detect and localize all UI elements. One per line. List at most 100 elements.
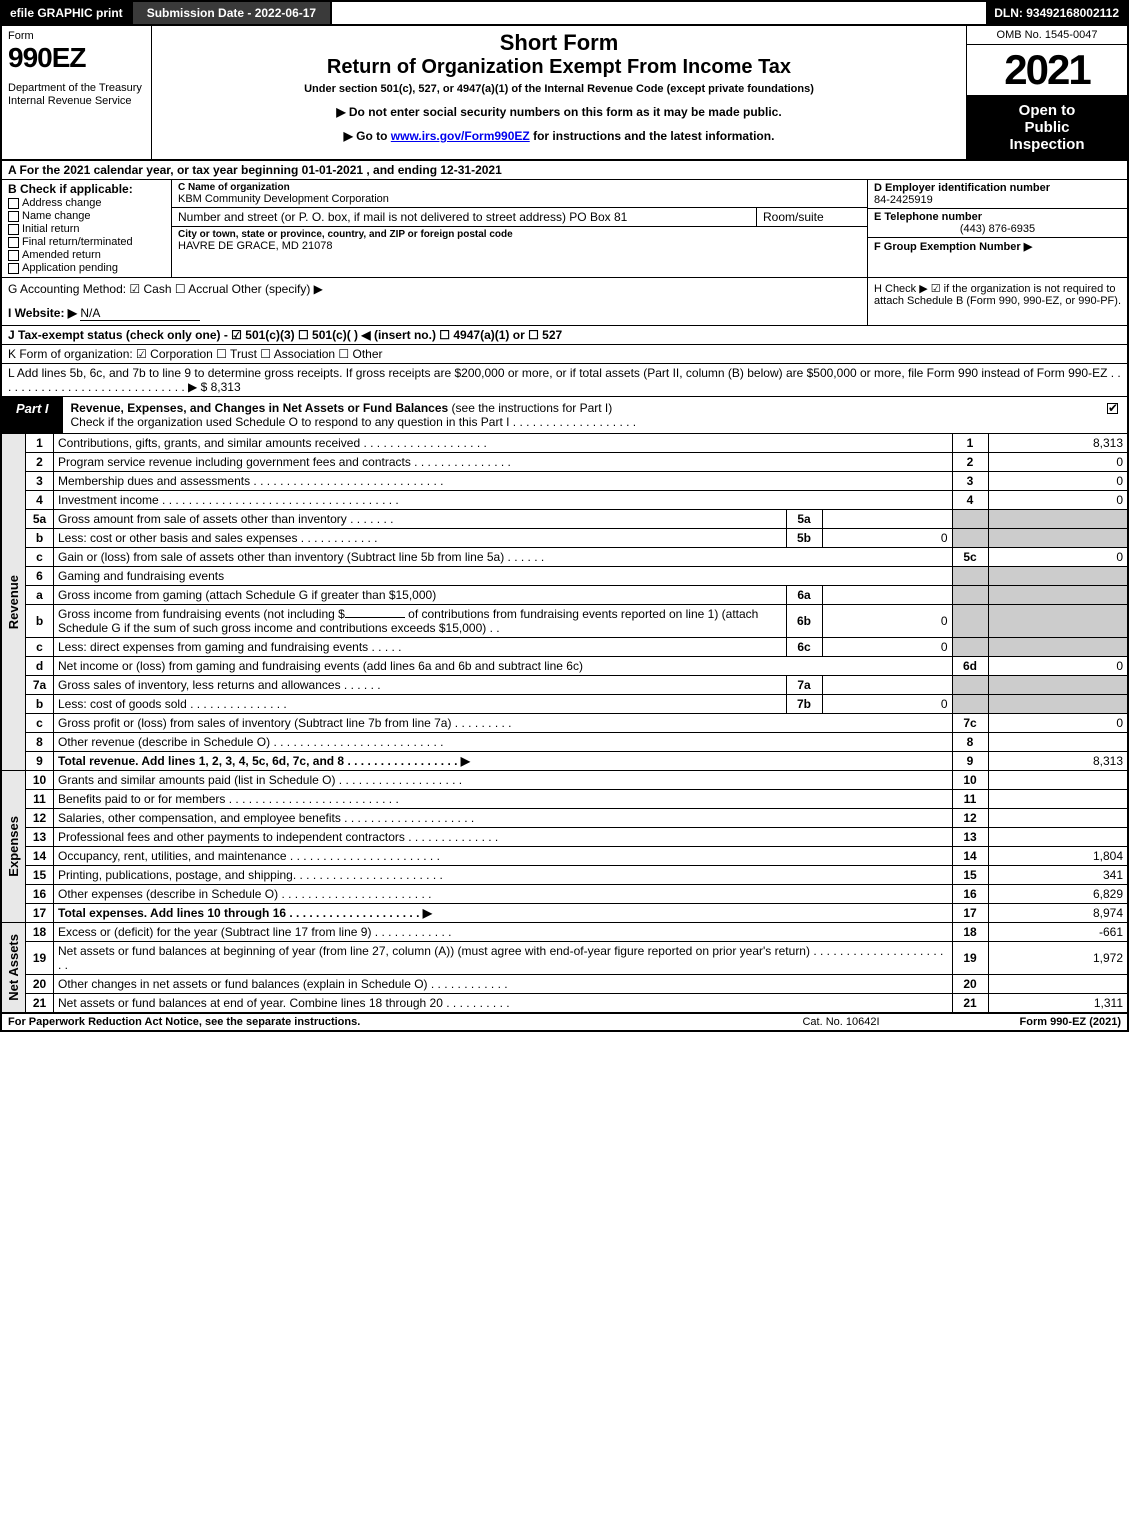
desc-20: Other changes in net assets or fund bala… [54,975,953,994]
rn-17: 17 [26,904,54,923]
rn-5c: c [26,548,54,567]
val-15: 341 [988,866,1128,885]
rn-6c: c [26,638,54,657]
num-11: 11 [952,790,988,809]
row-6c: c Less: direct expenses from gaming and … [1,638,1128,657]
dln-label: DLN: 93492168002112 [986,2,1127,24]
rn-20: 20 [26,975,54,994]
desc-4: Investment income . . . . . . . . . . . … [54,491,953,510]
c-street-value: PO Box 81 [569,210,627,224]
desc-12: Salaries, other compensation, and employ… [54,809,953,828]
footer-left: For Paperwork Reduction Act Notice, see … [8,1016,741,1028]
row-11: 11 Benefits paid to or for members . . .… [1,790,1128,809]
footer-mid: Cat. No. 10642I [741,1016,941,1028]
side-revenue: Revenue [1,434,26,771]
rn-7c: c [26,714,54,733]
subval-6c: 0 [822,638,952,657]
h-block: H Check ▶ ☑ if the organization is not r… [867,278,1127,325]
row-5b: b Less: cost or other basis and sales ex… [1,529,1128,548]
num-7b-grey [952,695,988,714]
row-6d: d Net income or (loss) from gaming and f… [1,657,1128,676]
row-15: 15 Printing, publications, postage, and … [1,866,1128,885]
part1-header: Part I Revenue, Expenses, and Changes in… [0,397,1129,434]
desc-21: Net assets or fund balances at end of ye… [54,994,953,1013]
row-17: 17 Total expenses. Add lines 10 through … [1,904,1128,923]
desc-18: Excess or (deficit) for the year (Subtra… [54,923,953,942]
num-19: 19 [952,942,988,975]
num-2: 2 [952,453,988,472]
row-6: 6 Gaming and fundraising events [1,567,1128,586]
topbar-spacer [332,2,986,24]
rn-6: 6 [26,567,54,586]
desc-3: Membership dues and assessments . . . . … [54,472,953,491]
submission-date: Submission Date - 2022-06-17 [133,2,332,24]
val-6b-grey [988,605,1128,638]
header-center: Short Form Return of Organization Exempt… [152,26,967,159]
chk-initial-return[interactable]: Initial return [8,223,165,235]
desc-6b: Gross income from fundraising events (no… [54,605,787,638]
top-bar: efile GRAPHIC print Submission Date - 20… [0,0,1129,26]
rn-2: 2 [26,453,54,472]
c-name-row: C Name of organization KBM Community Dev… [172,180,867,208]
num-20: 20 [952,975,988,994]
val-14: 1,804 [988,847,1128,866]
l-text: L Add lines 5b, 6c, and 7b to line 9 to … [8,366,1121,394]
g-text: G Accounting Method: ☑ Cash ☐ Accrual Ot… [8,282,861,296]
num-1: 1 [952,434,988,453]
omb-number: OMB No. 1545-0047 [967,26,1127,45]
irs-link[interactable]: www.irs.gov/Form990EZ [391,129,530,143]
header-right: OMB No. 1545-0047 2021 Open to Public In… [967,26,1127,159]
num-6c-grey [952,638,988,657]
chk-address-change[interactable]: Address change [8,197,165,209]
chk-amended-return[interactable]: Amended return [8,249,165,261]
row-6a: a Gross income from gaming (attach Sched… [1,586,1128,605]
part1-title-rest: (see the instructions for Part I) [448,401,612,415]
c-street-row: Number and street (or P. O. box, if mail… [172,208,757,226]
row-7b: b Less: cost of goods sold . . . . . . .… [1,695,1128,714]
d-phone: E Telephone number (443) 876-6935 [868,209,1127,238]
part1-table: Revenue 1 Contributions, gifts, grants, … [0,434,1129,1013]
row-14: 14 Occupancy, rent, utilities, and maint… [1,847,1128,866]
val-9: 8,313 [988,752,1128,771]
chk-application-pending[interactable]: Application pending [8,262,165,274]
val-6a-grey [988,586,1128,605]
val-5b-grey [988,529,1128,548]
col-c: C Name of organization KBM Community Dev… [172,180,867,277]
row-5a: 5a Gross amount from sale of assets othe… [1,510,1128,529]
row-2: 2 Program service revenue including gove… [1,453,1128,472]
rn-21: 21 [26,994,54,1013]
gh-block: G Accounting Method: ☑ Cash ☐ Accrual Ot… [0,278,1129,326]
row-1: Revenue 1 Contributions, gifts, grants, … [1,434,1128,453]
val-6-grey [988,567,1128,586]
tax-year: 2021 [967,45,1127,96]
desc-5a: Gross amount from sale of assets other t… [54,510,787,529]
chk-final-return[interactable]: Final return/terminated [8,236,165,248]
side-netassets: Net Assets [1,923,26,1013]
part1-checkbox[interactable] [1101,397,1127,433]
sub-5a: 5a [786,510,822,529]
subval-6b: 0 [822,605,952,638]
sub-6c: 6c [786,638,822,657]
val-21: 1,311 [988,994,1128,1013]
row-7c: c Gross profit or (loss) from sales of i… [1,714,1128,733]
row-7a: 7a Gross sales of inventory, less return… [1,676,1128,695]
rn-16: 16 [26,885,54,904]
val-16: 6,829 [988,885,1128,904]
department-label: Department of the Treasury Internal Reve… [8,82,145,108]
rn-18: 18 [26,923,54,942]
c-city-value: HAVRE DE GRACE, MD 21078 [178,240,332,252]
desc-16: Other expenses (describe in Schedule O) … [54,885,953,904]
efile-label: efile GRAPHIC print [2,2,133,24]
desc-2: Program service revenue including govern… [54,453,953,472]
row-3: 3 Membership dues and assessments . . . … [1,472,1128,491]
desc-17: Total expenses. Add lines 10 through 16 … [54,904,953,923]
col-d: D Employer identification number 84-2425… [867,180,1127,277]
chk-name-change[interactable]: Name change [8,210,165,222]
page-footer: For Paperwork Reduction Act Notice, see … [0,1013,1129,1032]
row-19: 19 Net assets or fund balances at beginn… [1,942,1128,975]
val-5a-grey [988,510,1128,529]
rn-4: 4 [26,491,54,510]
j-text: J Tax-exempt status (check only one) - ☑… [8,328,562,342]
k-text: K Form of organization: ☑ Corporation ☐ … [8,347,383,361]
rn-6a: a [26,586,54,605]
